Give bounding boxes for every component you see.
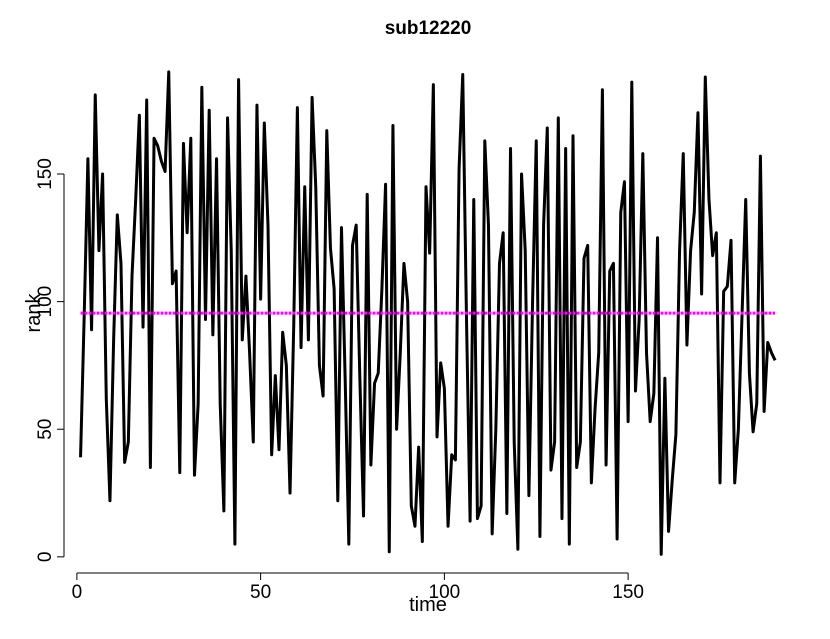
chart-title: sub12220: [385, 18, 472, 39]
x-tick-label: 0: [72, 582, 83, 603]
x-tick-label: 100: [429, 582, 461, 603]
x-tick-label: 150: [612, 582, 644, 603]
y-tick-label: 0: [35, 552, 56, 563]
x-tick-label: 50: [250, 582, 271, 603]
y-tick-label: 50: [35, 419, 56, 440]
y-axis-label: rank: [23, 293, 45, 333]
x-axis-label: time: [409, 594, 447, 616]
y-tick-label: 150: [35, 158, 56, 190]
data-line: [79, 70, 777, 556]
y-tick-label: 100: [35, 286, 56, 318]
